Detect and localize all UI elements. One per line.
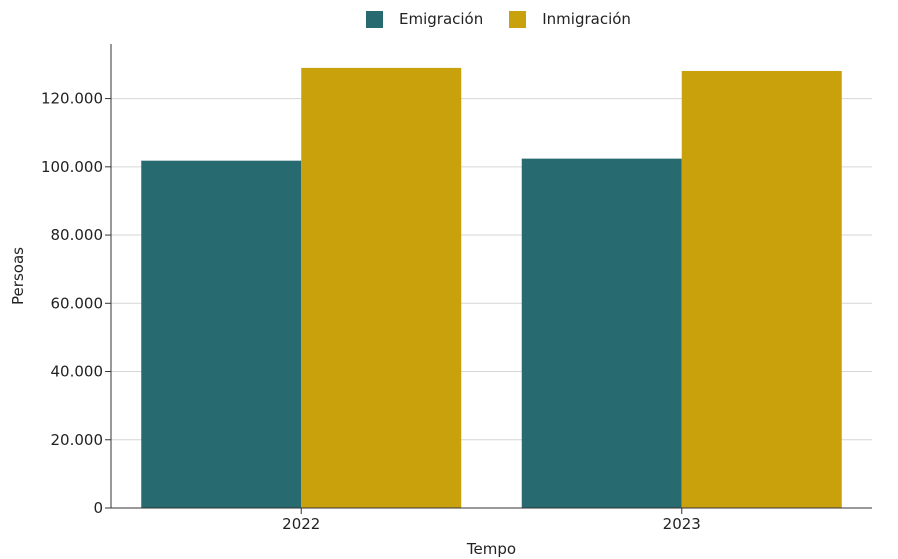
x-axis-title: Tempo xyxy=(466,540,516,558)
legend-swatch-inmigracion xyxy=(509,10,527,28)
chart-legend: Emigración Inmigración xyxy=(366,10,657,28)
legend-label-emigracion: Emigración xyxy=(399,10,484,28)
bar xyxy=(141,160,302,508)
x-tick-label: 2022 xyxy=(282,515,320,533)
legend-label-inmigracion: Inmigración xyxy=(542,10,631,28)
bar xyxy=(521,158,682,508)
y-tick-label: 0 xyxy=(93,499,103,517)
x-tick-label: 2023 xyxy=(663,515,701,533)
y-tick-label: 20.000 xyxy=(51,431,104,449)
y-tick-label: 120.000 xyxy=(41,90,103,108)
y-tick-label: 60.000 xyxy=(51,294,104,312)
y-tick-label: 40.000 xyxy=(51,363,104,381)
y-tick-label: 100.000 xyxy=(41,158,103,176)
legend-item-inmigracion[interactable]: Inmigración xyxy=(509,10,631,28)
legend-swatch-emigracion xyxy=(366,10,383,28)
legend-item-emigracion[interactable]: Emigración xyxy=(366,10,483,28)
y-tick-label: 80.000 xyxy=(51,226,104,244)
y-axis-title: Persoas xyxy=(9,247,27,305)
bar xyxy=(301,67,462,508)
bar xyxy=(681,70,842,508)
